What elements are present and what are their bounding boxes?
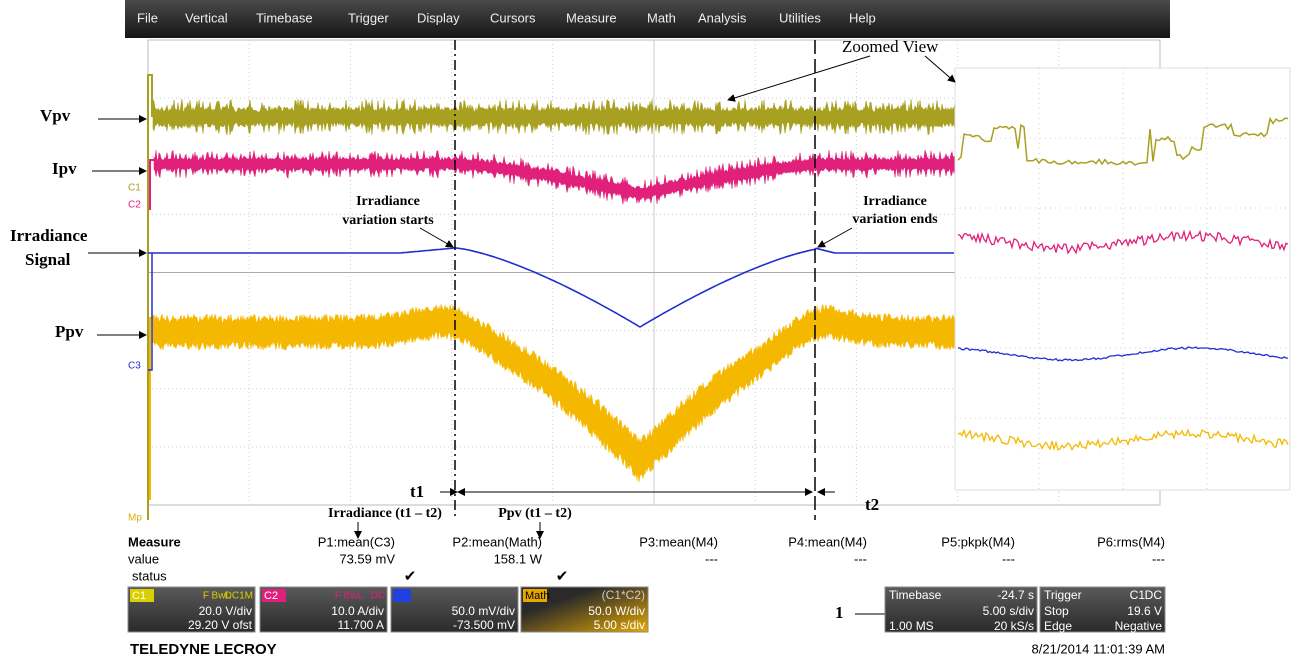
- row-label: status: [132, 568, 167, 583]
- measure-cell: 158.1 W: [494, 551, 543, 566]
- trigger-mode: Stop: [1044, 604, 1069, 618]
- label: t2: [865, 495, 879, 514]
- math-formula: (C1*C2): [602, 588, 645, 602]
- trace-label: C2: [128, 200, 141, 211]
- trace-label: C3: [128, 361, 141, 372]
- menu-item: Trigger: [348, 10, 389, 25]
- menu-item: Utilities: [779, 10, 821, 25]
- label: Irradiance: [10, 226, 88, 245]
- ipv-trace: [154, 150, 955, 204]
- label: Ppv (t1 – t2): [498, 506, 572, 521]
- channel-setting: 5.00 s/div: [594, 618, 645, 632]
- channel-setting: 20.0 V/div: [199, 604, 252, 618]
- channel-setting: -73.500 mV: [453, 618, 515, 632]
- menu-item: Help: [849, 10, 876, 25]
- trigger-source: C1: [1130, 588, 1146, 602]
- label: variation starts: [342, 213, 434, 228]
- label: Zoomed View: [842, 37, 939, 56]
- menu-item: Display: [417, 10, 460, 25]
- measure-cell: 73.59 mV: [339, 551, 395, 566]
- trace-label: Mp: [128, 513, 142, 524]
- arrow: [728, 56, 870, 100]
- measure-cell: P3:mean(M4): [639, 534, 718, 549]
- measure-cell: P5:pkpk(M4): [941, 534, 1015, 549]
- measure-cell: P6:rms(M4): [1097, 534, 1165, 549]
- scope-screen: File Vertical Timebase Trigger Display Cursor…: [0, 0, 1300, 665]
- trace-label: C1: [128, 183, 141, 194]
- timebase-delay: -24.7 s: [997, 588, 1034, 602]
- channel-tag-text: C1: [132, 590, 146, 602]
- label: variation ends: [852, 212, 938, 227]
- measure-cell: ---: [1002, 551, 1015, 566]
- channel-tag-text: C2: [264, 590, 278, 602]
- timebase-scale: 5.00 s/div: [983, 604, 1034, 618]
- measure-cell: P2:mean(Math): [452, 534, 542, 549]
- arrow: [420, 228, 453, 247]
- channel-setting: 29.20 V ofst: [188, 618, 253, 632]
- menu-item: Math: [647, 10, 676, 25]
- label: Irradiance: [863, 194, 927, 209]
- arrow: [925, 56, 955, 82]
- trigger-coupling: DC: [1145, 588, 1163, 602]
- menu-item: Timebase: [256, 10, 313, 25]
- measure-cell: Measure: [128, 534, 181, 549]
- channel-flag: DC: [371, 591, 385, 602]
- menu-item: Analysis: [698, 10, 747, 25]
- menu-item: Vertical: [185, 10, 228, 25]
- label: 1: [835, 603, 844, 622]
- timebase-title: Timebase: [889, 588, 942, 602]
- channel-setting: 10.0 A/div: [331, 604, 384, 618]
- ppv-trace: [153, 304, 955, 482]
- menu-item: Cursors: [490, 10, 536, 25]
- measure-cell: P4:mean(M4): [788, 534, 867, 549]
- trace-step: [150, 160, 154, 210]
- channel-flag: F: [203, 591, 209, 602]
- trigger-title: Trigger: [1044, 588, 1082, 602]
- label: Ipv: [52, 159, 77, 178]
- channel-flag: F: [335, 591, 341, 602]
- datetime: 8/21/2014 11:01:39 AM: [1032, 641, 1165, 656]
- channel-setting: 50.0 W/div: [588, 604, 645, 618]
- vpv-trace: [153, 99, 955, 135]
- measure-cell: value: [128, 551, 159, 566]
- brand: TELEDYNE LECROY: [130, 641, 277, 658]
- channel-tag: [393, 589, 411, 602]
- status-check: ✔: [404, 568, 417, 585]
- label: t1: [410, 482, 424, 501]
- measure-cell: P1:mean(C3): [318, 534, 395, 549]
- trigger-slope: Negative: [1115, 619, 1163, 633]
- channel-setting: 50.0 mV/div: [452, 604, 515, 618]
- channel-setting: 11.700 A: [338, 618, 385, 632]
- label: Signal: [25, 250, 71, 269]
- label: Irradiance: [356, 194, 420, 209]
- menu-item: Measure: [566, 10, 617, 25]
- channel-tag-text: Math: [525, 590, 549, 602]
- channel-flag: DC1M: [225, 591, 253, 602]
- label: Ppv: [55, 322, 84, 341]
- trigger-type: Edge: [1044, 619, 1072, 633]
- channel-flag: BwL: [344, 591, 364, 602]
- status-check: ✔: [556, 568, 569, 585]
- menu-item: File: [137, 10, 158, 25]
- measure-cell: ---: [1152, 551, 1165, 566]
- arrow: [818, 228, 852, 247]
- label: Irradiance (t1 – t2): [328, 506, 442, 521]
- measure-cell: ---: [705, 551, 718, 566]
- timebase-rate: 20 kS/s: [994, 619, 1034, 633]
- measure-cell: ---: [854, 551, 867, 566]
- label: Vpv: [40, 106, 71, 125]
- trigger-level: 19.6 V: [1127, 604, 1162, 618]
- timebase-samples: 1.00 MS: [889, 619, 934, 633]
